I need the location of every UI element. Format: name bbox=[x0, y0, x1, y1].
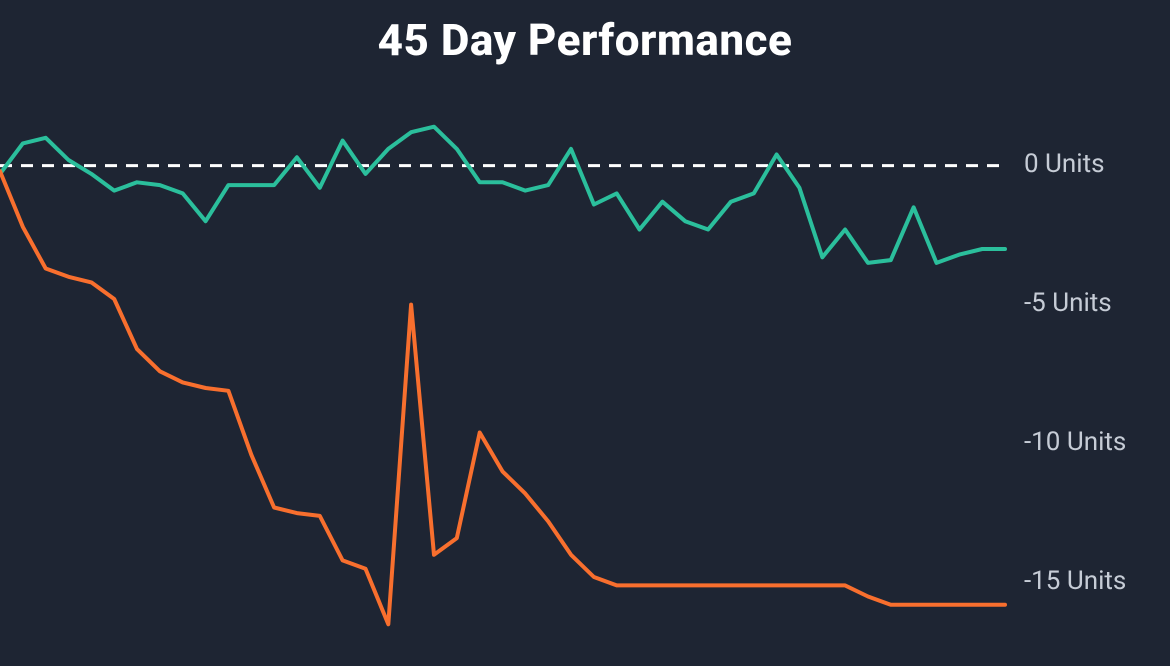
series-line-orange bbox=[0, 171, 1005, 624]
chart-canvas: 45 Day Performance 0 Units -5 Units -10 … bbox=[0, 0, 1170, 666]
ytick-label-0: 0 Units bbox=[1024, 149, 1105, 179]
ytick-label-3: -15 Units bbox=[1024, 566, 1126, 596]
series-line-green bbox=[0, 127, 1005, 263]
ytick-label-1: -5 Units bbox=[1024, 288, 1112, 318]
ytick-label-2: -10 Units bbox=[1024, 427, 1126, 457]
line-chart-plot bbox=[0, 0, 1170, 666]
